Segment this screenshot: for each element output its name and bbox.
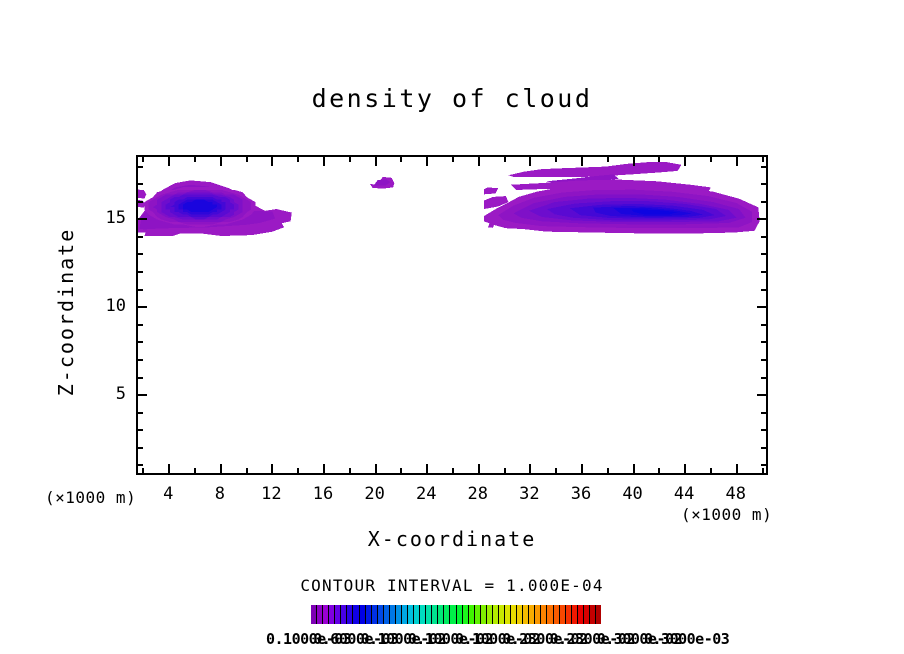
- colorbar-segment: [329, 605, 336, 624]
- colorbar-segment: [371, 605, 378, 624]
- contour-band: [508, 162, 682, 177]
- x-tick-label: 20: [364, 484, 385, 504]
- x-tick-label: 4: [163, 484, 174, 504]
- colorbar-segment: [468, 605, 475, 624]
- colorbar-segment: [359, 605, 366, 624]
- colorbar-segment: [505, 605, 512, 624]
- x-tick-label: 24: [415, 484, 437, 504]
- x-tick-label: 16: [312, 484, 334, 504]
- colorbar-segment: [389, 605, 396, 624]
- colorbar-segment: [323, 605, 330, 624]
- colorbar-segment: [444, 605, 451, 624]
- page-title: density of cloud: [311, 84, 593, 113]
- x-tick-label: 44: [673, 484, 695, 504]
- colorbar-segment: [450, 605, 457, 624]
- colorbar-segment: [498, 605, 505, 624]
- colorbar-gradient: [311, 605, 601, 624]
- contour-band: [631, 209, 678, 215]
- colorbar: [311, 605, 601, 624]
- contour-band: [483, 187, 499, 195]
- y-axis-title: Z-coordinate: [54, 227, 78, 397]
- colorbar-segment: [486, 605, 493, 624]
- colorbar-segment: [553, 605, 560, 624]
- colorbar-segment: [492, 605, 499, 624]
- x-tick-label: 12: [261, 484, 282, 504]
- colorbar-tick-label: 0.1000e-02: [360, 630, 447, 648]
- colorbar-segment: [311, 605, 318, 624]
- colorbar-segment: [432, 605, 439, 624]
- colorbar-segment: [401, 605, 408, 624]
- colorbar-segment: [414, 605, 421, 624]
- colorbar-tick-label: 0.1000e-03: [266, 630, 352, 648]
- plot-area: [136, 155, 768, 475]
- colorbar-segment: [571, 605, 578, 624]
- colorbar-tick-labels: 0.1000e-03 0.6000e-03 0.1000e-02 0.1000e-02…: [0, 630, 904, 650]
- colorbar-segment: [480, 605, 487, 624]
- y-tick-label: 15: [105, 208, 126, 229]
- colorbar-tick-label: 0.6000e-03: [313, 630, 399, 648]
- colorbar-segment: [529, 605, 536, 624]
- colorbar-segment: [335, 605, 342, 624]
- colorbar-segment: [347, 605, 354, 624]
- y-tick-label: 10: [105, 296, 126, 317]
- colorbar-segment: [511, 605, 518, 624]
- colorbar-segment: [353, 605, 360, 624]
- contour-band: [373, 179, 391, 186]
- contour-band: [483, 216, 492, 221]
- colorbar-segment: [420, 605, 427, 624]
- colorbar-segment: [426, 605, 433, 624]
- contour-band: [138, 189, 147, 199]
- colorbar-tick-label: 0.1000e-02: [407, 630, 494, 648]
- colorbar-segment: [395, 605, 402, 624]
- colorbar-segment: [535, 605, 542, 624]
- colorbar-segment: [583, 605, 590, 624]
- colorbar-segment: [517, 605, 524, 624]
- colorbar-segment: [462, 605, 469, 624]
- contour-band: [182, 199, 217, 213]
- x-tick-label: 40: [622, 484, 643, 504]
- x-axis-title: X-coordinate: [367, 527, 537, 551]
- y-axis-unit-annotation: (×1000 m): [45, 488, 137, 507]
- x-tick-label: 28: [467, 484, 489, 504]
- colorbar-segment: [595, 605, 601, 624]
- colorbar-tick-label: 0.1000e-02: [455, 630, 541, 648]
- colorbar-segment: [383, 605, 390, 624]
- colorbar-segment: [474, 605, 481, 624]
- colorbar-segment: [317, 605, 324, 624]
- colorbar-segment: [365, 605, 372, 624]
- contour-band: [483, 196, 509, 210]
- colorbar-tick-label: 0.2300e-02: [502, 630, 588, 648]
- colorbar-segment: [408, 605, 415, 624]
- colorbar-segment: [456, 605, 463, 624]
- contour-interval-label: CONTOUR INTERVAL = 1.000E-04: [300, 576, 604, 595]
- colorbar-segment: [547, 605, 554, 624]
- colorbar-segment: [541, 605, 548, 624]
- colorbar-segment: [341, 605, 348, 624]
- x-tick-label: 36: [570, 484, 592, 504]
- colorbar-segment: [577, 605, 584, 624]
- colorbar-tick-label: 0.3000e-02: [596, 630, 683, 648]
- colorbar-segment: [438, 605, 445, 624]
- x-axis-unit-annotation: (×1000 m): [681, 505, 773, 524]
- x-tick-label: 48: [725, 484, 746, 504]
- colorbar-segment: [565, 605, 572, 624]
- x-tick-label: 8: [214, 484, 225, 504]
- colorbar-segment: [377, 605, 384, 624]
- colorbar-tick-label: 0.3000e-03: [644, 630, 730, 648]
- colorbar-segment: [559, 605, 566, 624]
- x-tick-label: 32: [519, 484, 540, 504]
- contour-band: [144, 220, 285, 236]
- y-tick-label: 5: [115, 384, 126, 405]
- colorbar-segment: [523, 605, 530, 624]
- contour-band: [487, 222, 495, 228]
- colorbar-segment: [589, 605, 596, 624]
- contour-field: [138, 162, 760, 236]
- colorbar-tick-label: 0.2300e-02: [549, 630, 636, 648]
